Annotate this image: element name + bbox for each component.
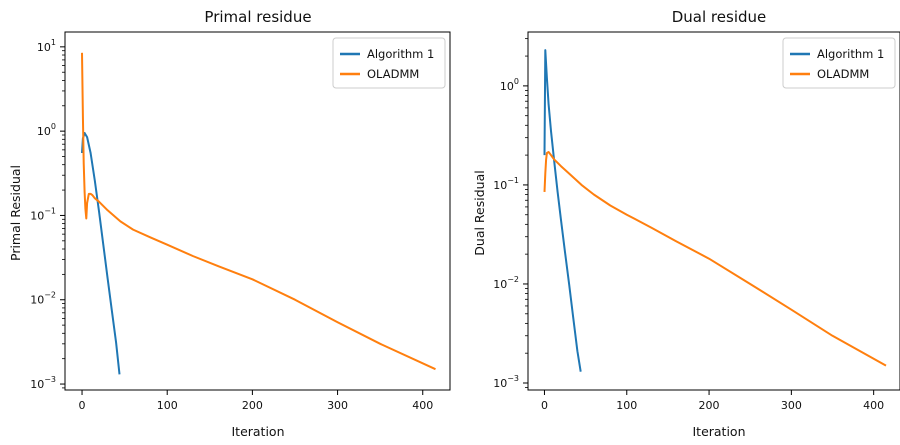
primal-y-tick-label: 10−2 [30,291,56,307]
primal-series-oladmm-line [81,52,436,371]
primal-legend: Algorithm 1 OLADMM [332,37,446,89]
primal-x-tick-label: 100 [157,399,178,412]
primal-plot-area [64,31,451,391]
dual-series-oladmm-line [543,151,887,367]
primal-y-tick-label: 10−3 [30,375,56,391]
primal-legend-label-algorithm-1: Algorithm 1 [367,47,434,61]
primal-legend-label-oladmm: OLADMM [367,67,419,81]
dual-legend-label-algorithm-1: Algorithm 1 [817,47,884,61]
dual-x-tick-label: 200 [699,399,720,412]
dual-legend-box [782,37,896,89]
primal-axes-frame [64,31,451,391]
dual-x-tick-label: 0 [541,399,548,412]
dual-series-algorithm-1-line [543,49,582,372]
primal-ticks: 0 100 200 300 400 10−3 10−2 10−1 100 101 [30,38,433,412]
dual-x-tick-label: 300 [781,399,802,412]
dual-ticks: 0 100 200 300 400 10−3 10−2 10−1 100 [493,38,884,412]
primal-legend-box [332,37,446,89]
primal-x-tick-label: 300 [327,399,348,412]
dual-y-tick-label: 100 [500,77,519,93]
dual-y-tick-label: 10−1 [493,176,519,192]
primal-y-tick-label: 101 [37,38,56,54]
primal-x-tick-label: 0 [79,399,86,412]
primal-x-tick-label: 200 [242,399,263,412]
dual-plot-area [527,31,900,391]
dual-x-axis-label: Iteration [692,424,745,439]
dual-y-axis-label: Dual Residual [472,170,487,255]
primal-x-tick-label: 400 [412,399,433,412]
dual-x-tick-label: 100 [616,399,637,412]
primal-series-algorithm-1-line [81,132,121,375]
dual-y-tick-label: 10−2 [493,275,519,291]
dual-axes-frame [527,31,900,391]
primal-y-tick-label: 100 [37,122,56,138]
primal-y-tick-label: 10−1 [30,206,56,222]
dual-y-tick-label: 10−3 [493,374,519,390]
dual-legend-label-oladmm: OLADMM [817,67,869,81]
primal-residue-panel: Primal residue Iteration Primal Residual… [8,8,451,439]
dual-residue-title: Dual residue [672,8,767,26]
primal-residue-title: Primal residue [204,8,311,26]
primal-y-axis-label: Primal Residual [8,165,23,261]
dual-legend: Algorithm 1 OLADMM [782,37,896,89]
dual-residue-panel: Dual residue Iteration Dual Residual 0 10… [472,8,900,439]
primal-x-axis-label: Iteration [231,424,284,439]
dual-x-tick-label: 400 [863,399,884,412]
